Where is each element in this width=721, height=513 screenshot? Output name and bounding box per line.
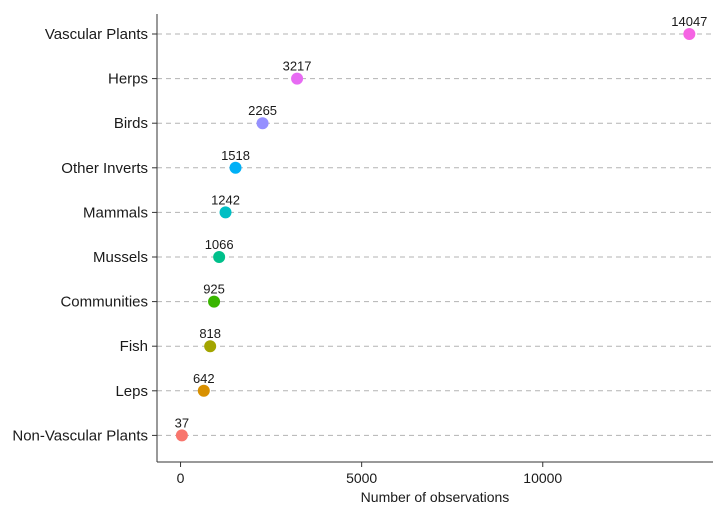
value-labels: 14047 3217 2265 1518 1242 1066 925 818 642 37 [175, 14, 708, 430]
category-label: Communities [60, 294, 148, 311]
x-tick-label: 5000 [346, 470, 377, 486]
data-label: 37 [175, 415, 189, 430]
data-point [219, 206, 232, 219]
data-label: 2265 [248, 103, 277, 118]
data-point [291, 72, 304, 85]
category-label: Leps [115, 383, 148, 400]
data-point [229, 161, 242, 174]
data-point [197, 384, 210, 397]
category-label: Non-Vascular Plants [12, 427, 148, 444]
data-label: 1242 [211, 192, 240, 207]
category-label: Mammals [83, 204, 148, 221]
data-point [204, 340, 217, 353]
data-point [208, 295, 221, 308]
data-label: 1518 [221, 148, 250, 163]
category-label: Fish [120, 338, 148, 355]
data-label: 925 [203, 282, 225, 297]
data-point [683, 28, 696, 40]
data-label: 818 [199, 326, 221, 341]
category-label: Other Inverts [61, 160, 148, 177]
data-point [175, 429, 188, 442]
category-labels: Vascular Plants Herps Birds Other Inverts Ma… [12, 26, 148, 444]
data-points [175, 28, 696, 442]
x-axis-title: Number of observations [361, 489, 510, 505]
category-label: Vascular Plants [45, 26, 148, 43]
category-label: Herps [108, 71, 148, 88]
data-point [256, 117, 269, 130]
data-point [213, 251, 226, 263]
category-label: Mussels [93, 249, 148, 266]
data-label: 14047 [671, 14, 707, 29]
axes [156, 14, 713, 463]
data-label: 1066 [205, 237, 234, 252]
x-tick-label: 10000 [523, 470, 562, 486]
data-label: 3217 [283, 59, 312, 74]
x-tick-label: 0 [177, 470, 185, 486]
x-ticks: 0 5000 10000 [177, 462, 562, 486]
grid-lines [152, 33, 713, 436]
category-label: Birds [114, 115, 148, 132]
data-label: 642 [193, 371, 215, 386]
